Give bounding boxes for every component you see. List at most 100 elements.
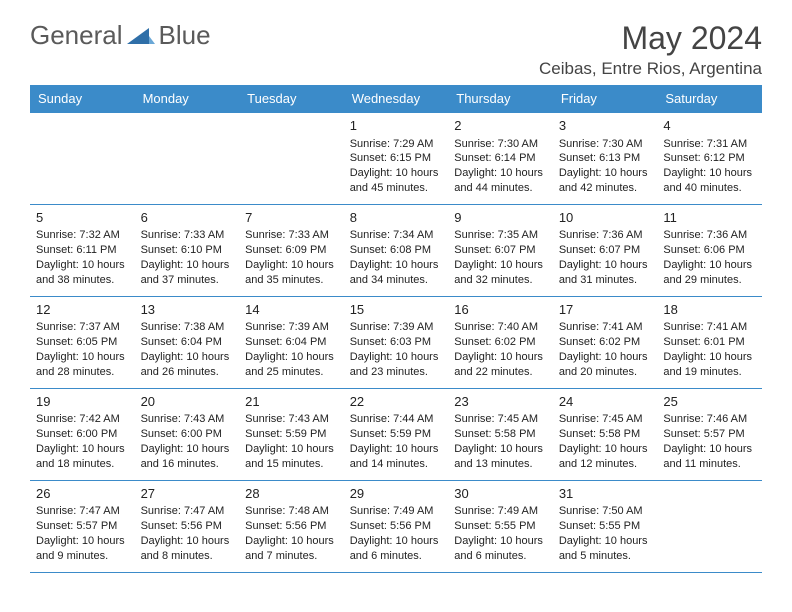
daylight-text: Daylight: 10 hours and 31 minutes. <box>559 258 652 288</box>
sunset-text: Sunset: 6:02 PM <box>559 335 652 350</box>
sunset-text: Sunset: 6:02 PM <box>454 335 547 350</box>
calendar-row: 26Sunrise: 7:47 AMSunset: 5:57 PMDayligh… <box>30 480 762 572</box>
day-cell: 23Sunrise: 7:45 AMSunset: 5:58 PMDayligh… <box>448 388 553 480</box>
day-cell: 30Sunrise: 7:49 AMSunset: 5:55 PMDayligh… <box>448 480 553 572</box>
day-number: 6 <box>141 209 234 227</box>
day-cell: 14Sunrise: 7:39 AMSunset: 6:04 PMDayligh… <box>239 296 344 388</box>
day-number: 4 <box>663 117 756 135</box>
sunset-text: Sunset: 6:00 PM <box>36 427 129 442</box>
day-cell: 12Sunrise: 7:37 AMSunset: 6:05 PMDayligh… <box>30 296 135 388</box>
sunrise-text: Sunrise: 7:42 AM <box>36 412 129 427</box>
sunrise-text: Sunrise: 7:49 AM <box>350 504 443 519</box>
day-number: 31 <box>559 485 652 503</box>
empty-cell <box>135 113 240 205</box>
daylight-text: Daylight: 10 hours and 44 minutes. <box>454 166 547 196</box>
day-number: 20 <box>141 393 234 411</box>
weekday-header: Wednesday <box>344 85 449 113</box>
daylight-text: Daylight: 10 hours and 37 minutes. <box>141 258 234 288</box>
daylight-text: Daylight: 10 hours and 6 minutes. <box>350 534 443 564</box>
sunrise-text: Sunrise: 7:43 AM <box>245 412 338 427</box>
day-number: 25 <box>663 393 756 411</box>
day-cell: 15Sunrise: 7:39 AMSunset: 6:03 PMDayligh… <box>344 296 449 388</box>
day-cell: 8Sunrise: 7:34 AMSunset: 6:08 PMDaylight… <box>344 204 449 296</box>
calendar-body: 1Sunrise: 7:29 AMSunset: 6:15 PMDaylight… <box>30 113 762 573</box>
day-cell: 10Sunrise: 7:36 AMSunset: 6:07 PMDayligh… <box>553 204 658 296</box>
day-number: 11 <box>663 209 756 227</box>
day-number: 29 <box>350 485 443 503</box>
sunset-text: Sunset: 5:56 PM <box>141 519 234 534</box>
sunset-text: Sunset: 6:03 PM <box>350 335 443 350</box>
day-cell: 31Sunrise: 7:50 AMSunset: 5:55 PMDayligh… <box>553 480 658 572</box>
day-number: 16 <box>454 301 547 319</box>
daylight-text: Daylight: 10 hours and 9 minutes. <box>36 534 129 564</box>
day-number: 14 <box>245 301 338 319</box>
daylight-text: Daylight: 10 hours and 6 minutes. <box>454 534 547 564</box>
calendar-row: 19Sunrise: 7:42 AMSunset: 6:00 PMDayligh… <box>30 388 762 480</box>
sunset-text: Sunset: 6:11 PM <box>36 243 129 258</box>
day-cell: 21Sunrise: 7:43 AMSunset: 5:59 PMDayligh… <box>239 388 344 480</box>
day-number: 1 <box>350 117 443 135</box>
sunset-text: Sunset: 6:04 PM <box>141 335 234 350</box>
calendar-row: 1Sunrise: 7:29 AMSunset: 6:15 PMDaylight… <box>30 113 762 205</box>
day-number: 21 <box>245 393 338 411</box>
day-number: 28 <box>245 485 338 503</box>
sunrise-text: Sunrise: 7:37 AM <box>36 320 129 335</box>
day-number: 19 <box>36 393 129 411</box>
day-number: 23 <box>454 393 547 411</box>
sunset-text: Sunset: 6:14 PM <box>454 151 547 166</box>
daylight-text: Daylight: 10 hours and 8 minutes. <box>141 534 234 564</box>
day-number: 18 <box>663 301 756 319</box>
day-cell: 16Sunrise: 7:40 AMSunset: 6:02 PMDayligh… <box>448 296 553 388</box>
sunrise-text: Sunrise: 7:29 AM <box>350 137 443 152</box>
sunset-text: Sunset: 6:13 PM <box>559 151 652 166</box>
daylight-text: Daylight: 10 hours and 20 minutes. <box>559 350 652 380</box>
sunrise-text: Sunrise: 7:35 AM <box>454 228 547 243</box>
day-number: 12 <box>36 301 129 319</box>
logo-triangle-icon <box>127 26 155 46</box>
daylight-text: Daylight: 10 hours and 28 minutes. <box>36 350 129 380</box>
sunrise-text: Sunrise: 7:31 AM <box>663 137 756 152</box>
sunrise-text: Sunrise: 7:46 AM <box>663 412 756 427</box>
day-cell: 7Sunrise: 7:33 AMSunset: 6:09 PMDaylight… <box>239 204 344 296</box>
weekday-header: Friday <box>553 85 658 113</box>
day-number: 26 <box>36 485 129 503</box>
sunset-text: Sunset: 6:00 PM <box>141 427 234 442</box>
weekday-header: Saturday <box>657 85 762 113</box>
sunset-text: Sunset: 5:57 PM <box>663 427 756 442</box>
day-cell: 5Sunrise: 7:32 AMSunset: 6:11 PMDaylight… <box>30 204 135 296</box>
calendar-row: 12Sunrise: 7:37 AMSunset: 6:05 PMDayligh… <box>30 296 762 388</box>
sunrise-text: Sunrise: 7:39 AM <box>350 320 443 335</box>
sunrise-text: Sunrise: 7:50 AM <box>559 504 652 519</box>
weekday-header: Thursday <box>448 85 553 113</box>
day-number: 24 <box>559 393 652 411</box>
weekday-header: Tuesday <box>239 85 344 113</box>
sunset-text: Sunset: 6:06 PM <box>663 243 756 258</box>
day-cell: 17Sunrise: 7:41 AMSunset: 6:02 PMDayligh… <box>553 296 658 388</box>
daylight-text: Daylight: 10 hours and 16 minutes. <box>141 442 234 472</box>
daylight-text: Daylight: 10 hours and 19 minutes. <box>663 350 756 380</box>
day-cell: 4Sunrise: 7:31 AMSunset: 6:12 PMDaylight… <box>657 113 762 205</box>
daylight-text: Daylight: 10 hours and 42 minutes. <box>559 166 652 196</box>
daylight-text: Daylight: 10 hours and 13 minutes. <box>454 442 547 472</box>
day-cell: 13Sunrise: 7:38 AMSunset: 6:04 PMDayligh… <box>135 296 240 388</box>
sunrise-text: Sunrise: 7:33 AM <box>245 228 338 243</box>
sunrise-text: Sunrise: 7:33 AM <box>141 228 234 243</box>
day-cell: 18Sunrise: 7:41 AMSunset: 6:01 PMDayligh… <box>657 296 762 388</box>
daylight-text: Daylight: 10 hours and 32 minutes. <box>454 258 547 288</box>
daylight-text: Daylight: 10 hours and 38 minutes. <box>36 258 129 288</box>
sunset-text: Sunset: 5:58 PM <box>454 427 547 442</box>
day-cell: 29Sunrise: 7:49 AMSunset: 5:56 PMDayligh… <box>344 480 449 572</box>
day-cell: 24Sunrise: 7:45 AMSunset: 5:58 PMDayligh… <box>553 388 658 480</box>
daylight-text: Daylight: 10 hours and 22 minutes. <box>454 350 547 380</box>
daylight-text: Daylight: 10 hours and 7 minutes. <box>245 534 338 564</box>
daylight-text: Daylight: 10 hours and 11 minutes. <box>663 442 756 472</box>
sunrise-text: Sunrise: 7:44 AM <box>350 412 443 427</box>
day-number: 15 <box>350 301 443 319</box>
day-number: 9 <box>454 209 547 227</box>
month-title: May 2024 <box>539 20 762 57</box>
day-cell: 2Sunrise: 7:30 AMSunset: 6:14 PMDaylight… <box>448 113 553 205</box>
sunset-text: Sunset: 6:05 PM <box>36 335 129 350</box>
sunrise-text: Sunrise: 7:47 AM <box>36 504 129 519</box>
sunset-text: Sunset: 5:59 PM <box>245 427 338 442</box>
sunset-text: Sunset: 5:56 PM <box>245 519 338 534</box>
